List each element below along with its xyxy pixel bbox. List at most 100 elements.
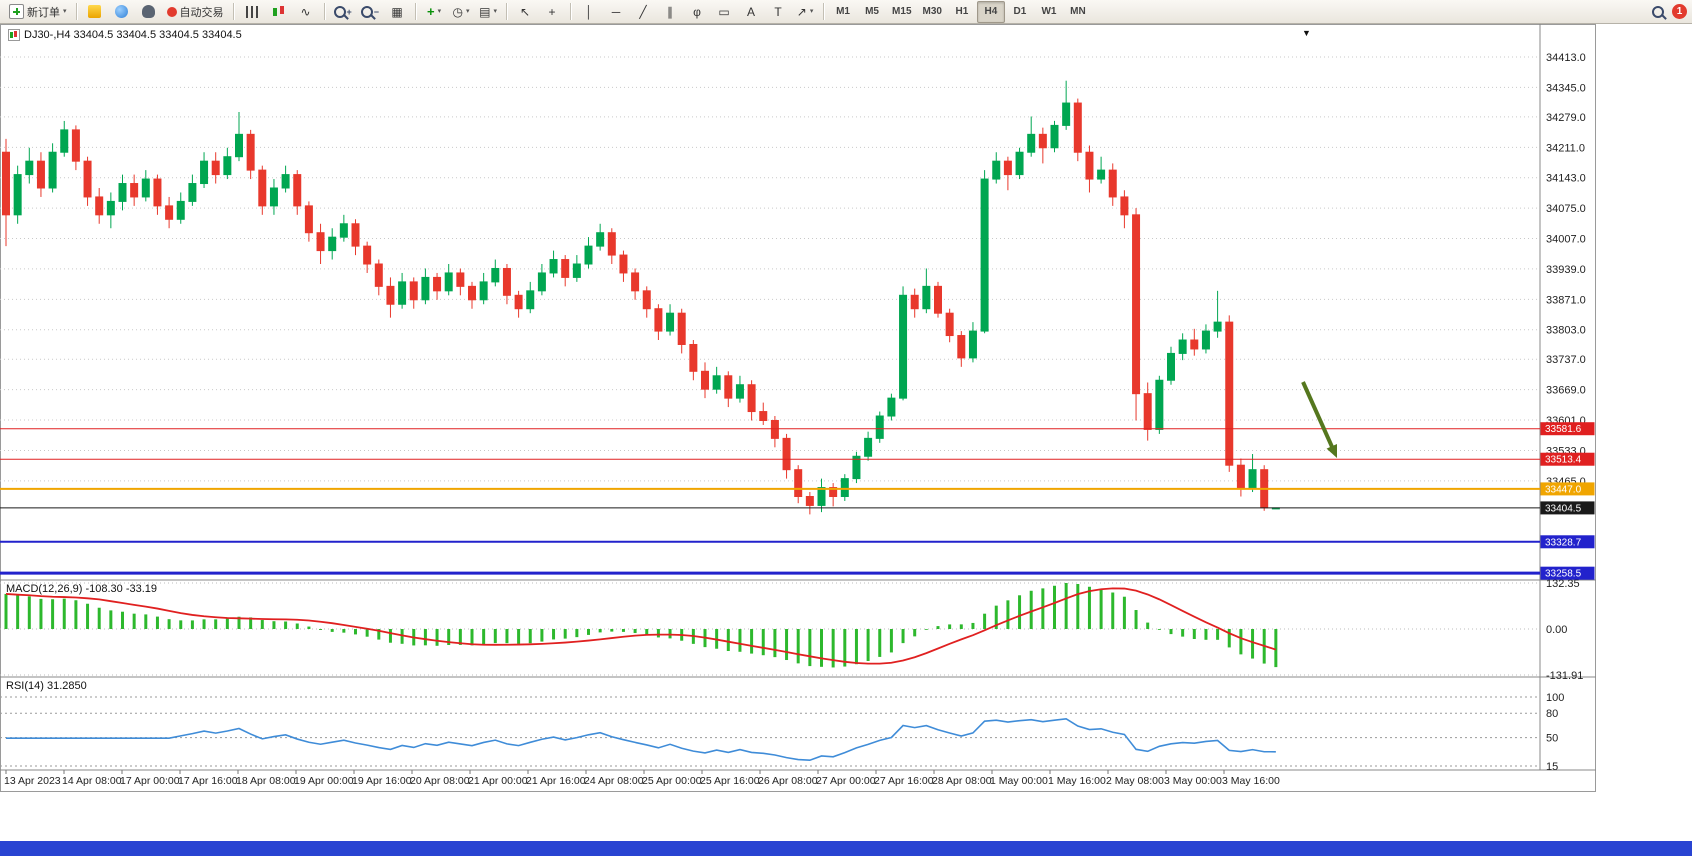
candle-body (829, 487, 838, 497)
timeframe-h1-button[interactable]: H1 (955, 6, 969, 17)
time-tick-label: 19 Apr 00:00 (294, 775, 354, 787)
crosshair-icon: + (548, 4, 556, 19)
timeframe-w1-button[interactable]: W1 (1041, 6, 1057, 17)
separator (506, 3, 508, 20)
candlestick-chart-button[interactable] (266, 1, 292, 23)
time-tick-label: 3 May 00:00 (1164, 775, 1222, 787)
candle-body (118, 183, 127, 202)
zoom-out-button[interactable]: − (357, 1, 383, 23)
time-tick-label: 25 Apr 00:00 (642, 775, 702, 787)
price-tick-label: 33669.0 (1546, 385, 1586, 397)
candle-body (712, 375, 721, 390)
time-tick-label: 27 Apr 16:00 (874, 775, 934, 787)
candle-body (596, 232, 605, 247)
arrow-head (1326, 444, 1337, 458)
fibonacci-button[interactable]: φ (684, 1, 710, 23)
trendline-button[interactable]: ╱ (630, 1, 656, 23)
chart-window-border (0, 24, 1596, 792)
shapes-button[interactable]: ▭ (711, 1, 737, 23)
label-tool-button[interactable]: T (765, 1, 791, 23)
timeframe-m15-button[interactable]: M15 (892, 6, 912, 17)
candle-body (910, 294, 919, 310)
price-line-badge (1540, 422, 1595, 436)
candle-body (95, 196, 104, 216)
text-tool-button[interactable]: A (738, 1, 764, 23)
timeframe-d1-button[interactable]: D1 (1013, 6, 1027, 17)
candle-body (421, 276, 430, 301)
zoom-out-icon (360, 5, 373, 18)
candle-body (1085, 151, 1094, 180)
periods-button[interactable]: ◷ ▾ (448, 1, 474, 23)
candle-body (60, 129, 69, 153)
tile-windows-button[interactable]: ▦ (384, 1, 410, 23)
market-watch-button[interactable] (82, 1, 108, 23)
rsi-scale-label: 50 (1546, 733, 1558, 745)
new-order-button[interactable]: 新订单 ▾ (5, 1, 71, 23)
candle-body (1027, 133, 1036, 153)
auto-trading-button[interactable]: 自动交易 (163, 1, 228, 23)
search-button[interactable] (1645, 1, 1671, 23)
plus-sign: + (346, 6, 352, 17)
chevron-down-icon: ▾ (809, 8, 814, 15)
notification-badge[interactable]: 1 (1672, 4, 1687, 19)
scroll-marker-icon[interactable]: ▼ (1302, 28, 1311, 38)
horizontal-line-button[interactable]: ─ (603, 1, 629, 23)
price-tick-label: 33737.0 (1546, 354, 1586, 366)
candle-body (491, 267, 500, 283)
annotation-arrow[interactable] (1301, 381, 1337, 458)
candle-body (1225, 321, 1234, 466)
indicators-button[interactable]: + ▾ (421, 1, 447, 23)
price-line-badge (1540, 452, 1595, 466)
price-line-badge-label: 33513.4 (1545, 455, 1582, 466)
candle-body (782, 437, 791, 471)
support-button[interactable] (136, 1, 162, 23)
candle-body (363, 245, 372, 265)
timeframe-m30-button[interactable]: M30 (922, 6, 942, 17)
cursor-button[interactable]: ↖ (512, 1, 538, 23)
trendline-icon: ╱ (639, 4, 647, 19)
channel-button[interactable]: ∥ (657, 1, 683, 23)
price-line-badge (1540, 566, 1595, 580)
vertical-line-button[interactable]: │ (576, 1, 602, 23)
candle-body (293, 174, 302, 207)
candle-body (992, 160, 1001, 180)
time-tick-label: 14 Apr 08:00 (62, 775, 122, 787)
price-tick-label: 34413.0 (1546, 52, 1586, 64)
candle-body (945, 312, 954, 337)
crosshair-button[interactable]: + (539, 1, 565, 23)
timeframe-mn-button[interactable]: MN (1070, 6, 1086, 17)
candle-body (316, 232, 325, 252)
candle-body (759, 411, 768, 421)
taskbar-strip[interactable] (0, 841, 1692, 856)
timeframe-h4-button[interactable]: H4 (976, 0, 1005, 23)
candle-body (537, 272, 546, 292)
timeframe-m1-button[interactable]: M1 (836, 6, 850, 17)
macd-signal-line (5, 587, 1277, 665)
clock-icon: ◷ (452, 4, 464, 19)
candle-body (1248, 469, 1257, 489)
candle-body (747, 384, 756, 413)
time-tick-label: 21 Apr 16:00 (526, 775, 586, 787)
templates-button[interactable]: ▤ ▾ (475, 1, 501, 23)
candle-body (1190, 339, 1199, 350)
bar-chart-button[interactable] (239, 1, 265, 23)
arrows-tool-button[interactable]: ↗ ▾ (792, 1, 818, 23)
line-chart-button[interactable]: ∿ (293, 1, 319, 23)
label-tool-icon: T (774, 4, 782, 19)
chart-canvas[interactable]: 34413.0 34345.0 34279.0 34211.0 34143.0 34075… (0, 24, 1692, 856)
candle-body (724, 375, 733, 399)
candle-body (526, 290, 535, 310)
candle-body (304, 205, 313, 234)
time-tick-label: 2 May 08:00 (1106, 775, 1164, 787)
community-button[interactable] (109, 1, 135, 23)
price-tick-label: 34143.0 (1546, 173, 1586, 185)
price-line-badge (1540, 535, 1595, 549)
macd-scale-label: -131.91 (1546, 670, 1583, 682)
globe-icon (115, 5, 129, 18)
chevron-down-icon: ▾ (437, 8, 442, 15)
candle-body (13, 174, 22, 216)
zoom-in-button[interactable]: + (330, 1, 356, 23)
candle-body (165, 205, 174, 220)
candle-body (479, 281, 488, 301)
timeframe-m5-button[interactable]: M5 (865, 6, 879, 17)
